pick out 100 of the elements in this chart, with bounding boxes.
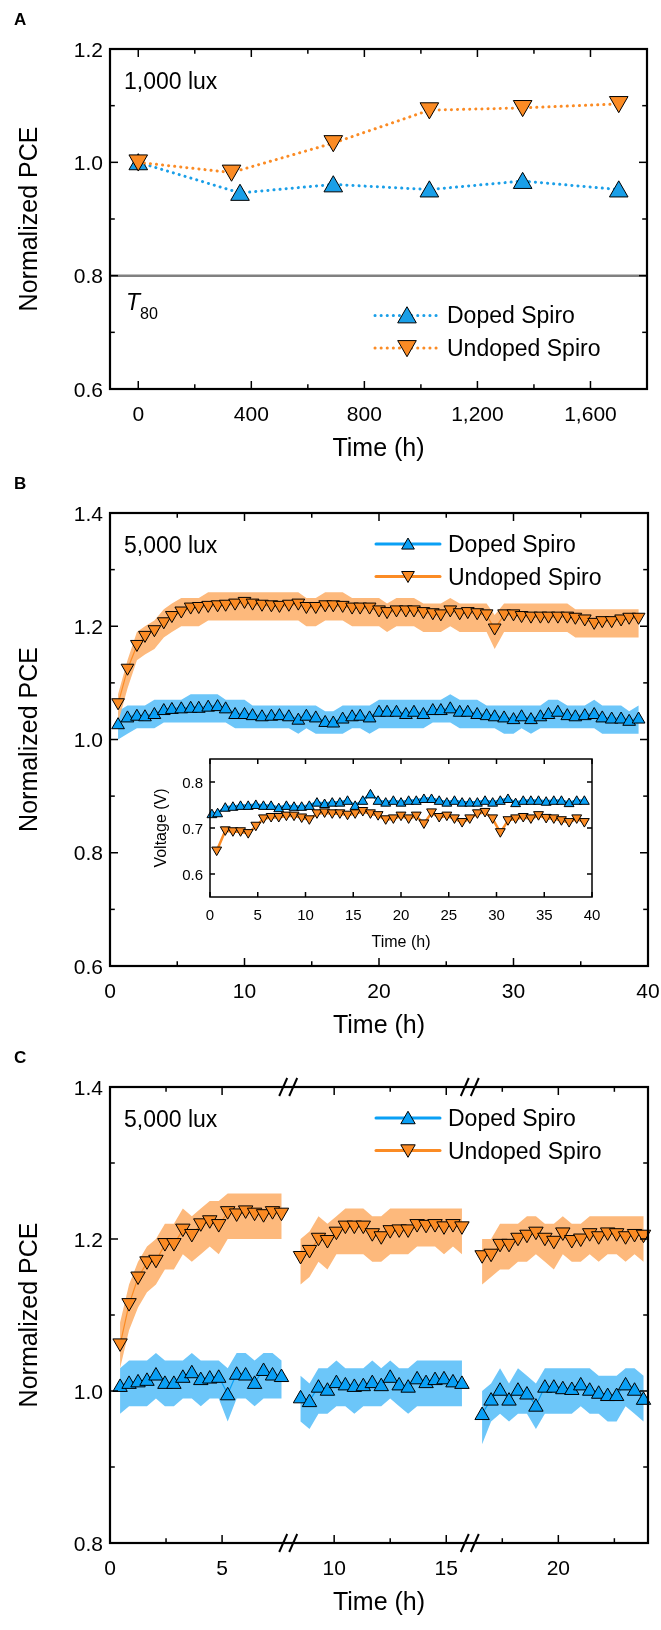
point: [409, 1370, 425, 1385]
x-axis-title: Time (h): [371, 933, 431, 950]
point: [112, 1338, 128, 1352]
point: [389, 704, 404, 717]
point: [571, 814, 583, 824]
point: [303, 815, 315, 825]
point: [111, 717, 125, 730]
legend-label: Undoped Spiro: [447, 335, 601, 361]
point: [138, 709, 152, 722]
point: [349, 809, 361, 819]
x-axis-title: Time (h): [332, 1587, 426, 1615]
point: [441, 811, 453, 822]
point: [449, 814, 460, 824]
point: [211, 846, 223, 857]
point: [510, 797, 522, 808]
point: [250, 821, 262, 832]
point: [273, 802, 285, 813]
point: [483, 1392, 499, 1406]
point: [245, 598, 260, 611]
point: [487, 623, 502, 636]
point: [301, 1393, 318, 1408]
point: [551, 611, 565, 624]
point: [510, 1382, 526, 1396]
point: [454, 1221, 470, 1235]
x-tick-label: 30: [501, 978, 526, 1002]
annotation: 5,000 lux: [124, 532, 218, 558]
point: [326, 715, 341, 728]
x-tick-label: 5: [253, 905, 262, 923]
x-tick-label: 400: [233, 401, 269, 425]
point: [604, 616, 619, 629]
point: [564, 1381, 580, 1395]
point: [387, 795, 399, 805]
point: [464, 814, 476, 824]
point: [454, 1375, 470, 1389]
x-tick-label: 1,200: [451, 401, 504, 425]
point: [635, 1391, 652, 1405]
point: [219, 1386, 236, 1401]
point: [577, 614, 592, 627]
point: [471, 797, 483, 807]
point: [365, 809, 376, 819]
point: [492, 1382, 508, 1396]
point: [334, 797, 346, 807]
point: [617, 1376, 634, 1391]
point: [510, 1232, 526, 1247]
point: [426, 793, 437, 803]
y-tick-label: 0.8: [73, 841, 103, 865]
point: [365, 788, 376, 799]
y-axis-title: Normalized PCE: [14, 1222, 42, 1408]
point: [272, 600, 287, 613]
point: [328, 1226, 345, 1241]
point: [184, 1364, 200, 1379]
y-tick-label: 0.6: [73, 954, 103, 978]
point: [555, 1227, 571, 1241]
point: [308, 710, 323, 723]
y-tick-label: 0.8: [73, 264, 103, 288]
point: [242, 829, 254, 839]
point: [373, 1377, 389, 1392]
point: [441, 797, 453, 807]
y-tick-label: 1.2: [73, 1227, 103, 1251]
point: [418, 1374, 434, 1389]
point: [212, 807, 224, 818]
point: [282, 599, 296, 612]
point: [494, 795, 506, 805]
legend-label: Doped Spiro: [448, 531, 576, 557]
point: [631, 612, 646, 625]
point: [130, 1271, 146, 1285]
point: [319, 1235, 336, 1249]
point: [380, 797, 392, 807]
x-tick-label: 1,600: [564, 401, 617, 425]
point: [265, 800, 277, 810]
point: [528, 1398, 544, 1412]
y-tick-label: 1.2: [73, 614, 103, 638]
point: [373, 1231, 389, 1245]
point: [156, 617, 171, 630]
point: [342, 795, 353, 805]
point: [326, 797, 338, 807]
point: [533, 811, 544, 821]
point: [479, 807, 491, 818]
point: [577, 708, 592, 721]
point: [147, 707, 162, 720]
point: [631, 711, 646, 724]
y-tick-label: 1.0: [73, 1379, 103, 1403]
point: [211, 1219, 227, 1233]
y-tick-label: 0.6: [182, 865, 203, 883]
point: [541, 707, 556, 720]
point: [456, 818, 468, 828]
point: [517, 813, 529, 823]
point: [353, 708, 368, 721]
point: [228, 598, 242, 611]
point: [608, 1387, 625, 1402]
point: [517, 795, 529, 805]
point: [502, 816, 514, 826]
point: [362, 602, 377, 615]
point: [334, 809, 346, 819]
point: [548, 814, 560, 824]
point: [372, 795, 384, 805]
point: [258, 814, 269, 824]
point: [426, 808, 437, 818]
x-tick-label: 800: [346, 401, 382, 425]
point: [139, 1372, 155, 1386]
